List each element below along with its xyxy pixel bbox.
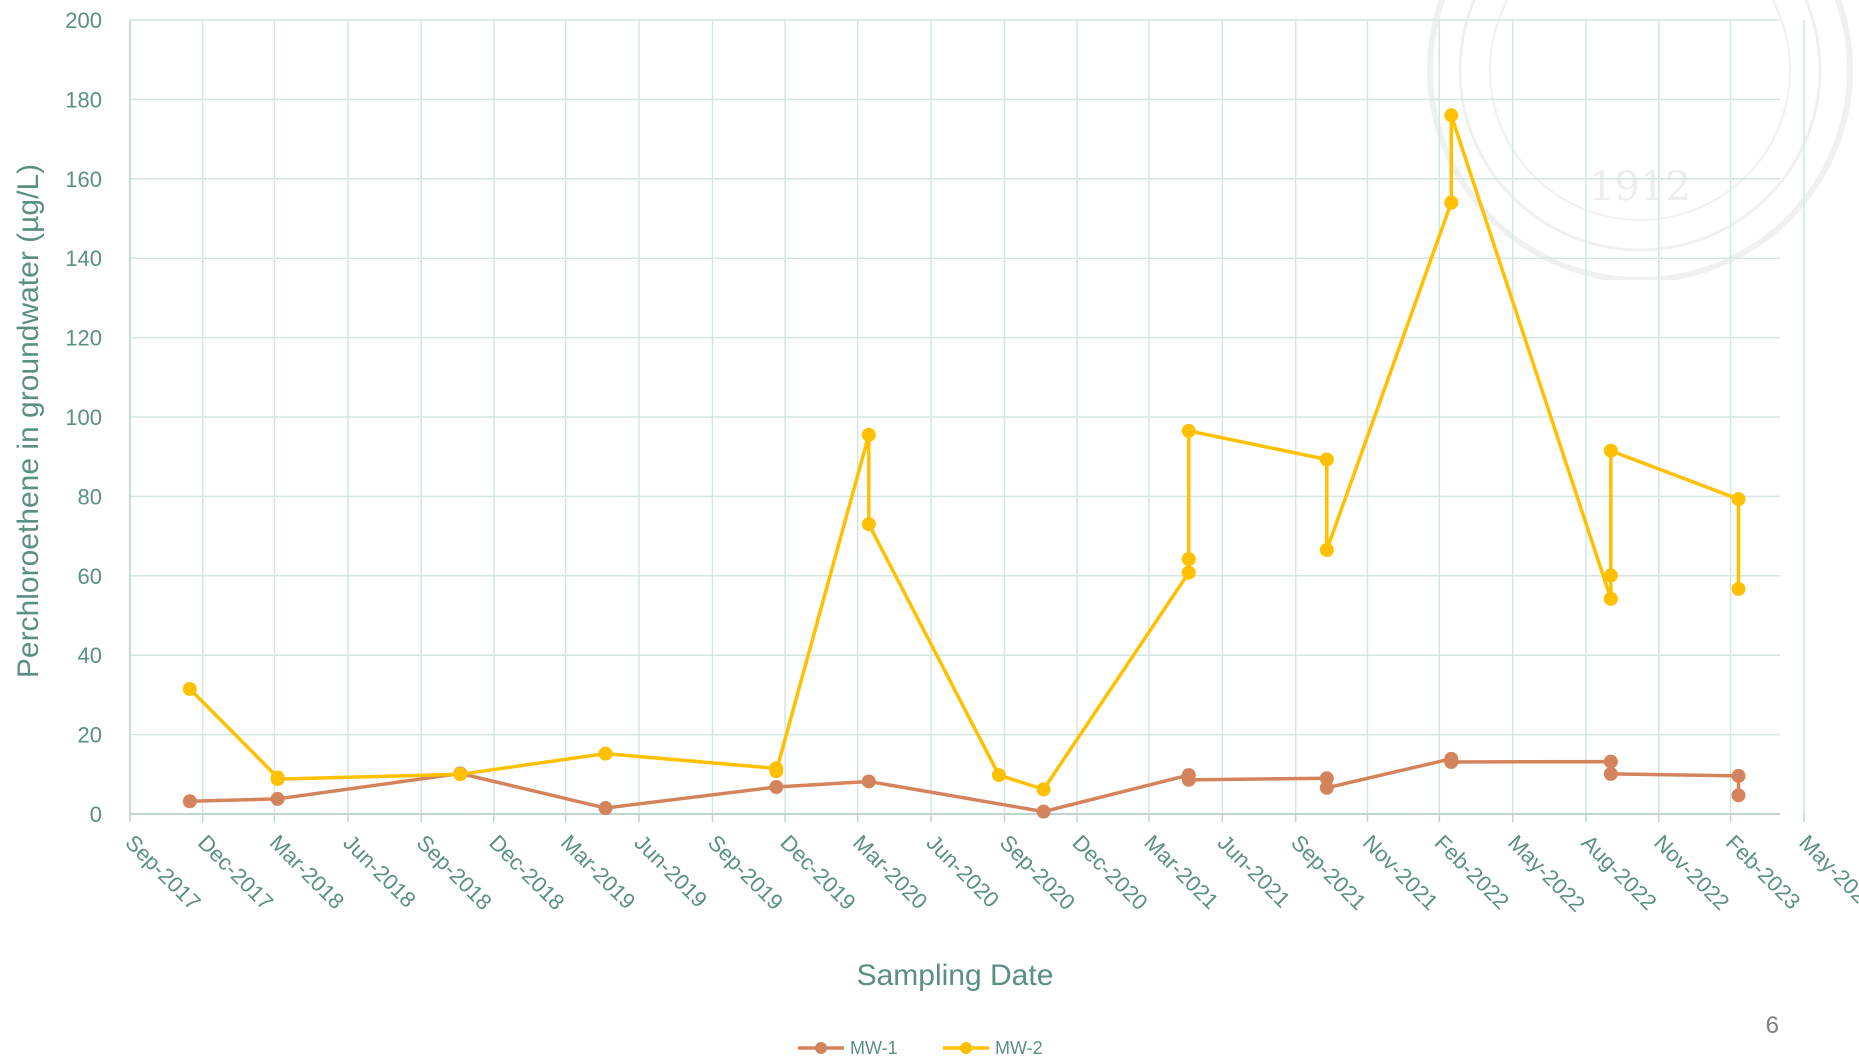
data-point — [861, 774, 876, 789]
y-tick-label: 80 — [78, 484, 102, 509]
x-tick-label: Dec-2020 — [1068, 830, 1153, 915]
data-point — [1731, 768, 1746, 783]
x-tick-label: Mar-2019 — [556, 830, 640, 914]
data-point — [1444, 195, 1459, 210]
data-point — [1181, 552, 1196, 567]
data-point — [1731, 581, 1746, 596]
data-point — [1036, 804, 1051, 819]
data-point — [182, 794, 197, 809]
x-tick-label: Dec-2017 — [193, 830, 278, 915]
legend-item: MW-1 — [798, 1038, 898, 1058]
data-point — [1603, 443, 1618, 458]
data-point — [1603, 591, 1618, 606]
data-point — [182, 681, 197, 696]
y-tick-label: 160 — [65, 167, 102, 192]
x-tick-label: Aug-2022 — [1577, 830, 1662, 915]
data-point — [598, 801, 613, 816]
x-tick-label: Mar-2018 — [265, 830, 349, 914]
y-tick-label: 100 — [65, 405, 102, 430]
page-number: 6 — [1765, 1012, 1779, 1039]
y-tick-label: 200 — [65, 8, 102, 33]
y-tick-label: 180 — [65, 87, 102, 112]
x-tick-label: Sep-2017 — [120, 830, 205, 915]
legend-label: MW-2 — [995, 1038, 1043, 1058]
legend-label: MW-1 — [850, 1038, 898, 1058]
y-tick-label: 120 — [65, 326, 102, 351]
data-point — [270, 772, 285, 787]
x-tick-label: May-2022 — [1503, 830, 1590, 917]
x-tick-label: Jun-2020 — [922, 830, 1005, 913]
data-point — [1444, 108, 1459, 123]
series-mw-1 — [182, 751, 1746, 819]
x-tick-label: Feb-2022 — [1430, 830, 1514, 914]
data-point — [270, 791, 285, 806]
legend: MW-1 MW-2 — [798, 1038, 1043, 1058]
x-tick-labels: Sep-2017Dec-2017Mar-2018Jun-2018Sep-2018… — [120, 830, 1859, 917]
data-point — [1444, 754, 1459, 769]
data-point — [1603, 568, 1618, 583]
series-layer — [182, 108, 1746, 819]
data-point — [861, 427, 876, 442]
data-point — [1181, 772, 1196, 787]
x-tick-label: May-2023 — [1794, 830, 1859, 917]
x-tick-label: Feb-2023 — [1721, 830, 1805, 914]
series-mw-2 — [182, 108, 1746, 797]
data-point — [1731, 492, 1746, 507]
seal-watermark: 1912 — [1427, 0, 1853, 280]
x-tick-label: Sep-2019 — [703, 830, 788, 915]
x-tick-label: Jun-2019 — [630, 830, 713, 913]
x-tick-label: Mar-2021 — [1139, 830, 1223, 914]
y-tick-label: 140 — [65, 246, 102, 271]
x-tick-label: Nov-2021 — [1358, 830, 1443, 915]
data-point — [991, 768, 1006, 783]
data-point — [1319, 542, 1334, 557]
data-point — [598, 746, 613, 761]
x-tick-label: Mar-2020 — [848, 830, 932, 914]
data-point — [1731, 788, 1746, 803]
data-point — [1319, 780, 1334, 795]
data-point — [1319, 452, 1334, 467]
y-tick-label: 20 — [78, 723, 102, 748]
data-point — [1603, 754, 1618, 769]
data-point — [453, 767, 468, 782]
data-point — [769, 764, 784, 779]
series-line — [188, 113, 1741, 792]
x-axis-title: Sampling Date — [857, 959, 1054, 992]
data-point — [1181, 423, 1196, 438]
x-tick-label: Jun-2021 — [1213, 830, 1296, 913]
x-tick-label: Jun-2018 — [338, 830, 421, 913]
x-tick-label: Sep-2018 — [412, 830, 497, 915]
y-tick-label: 40 — [78, 643, 102, 668]
data-point — [1036, 782, 1051, 797]
legend-marker — [960, 1042, 972, 1054]
data-point — [1181, 565, 1196, 580]
x-tick-label: Sep-2021 — [1286, 830, 1371, 915]
x-tick-label: Nov-2022 — [1649, 830, 1734, 915]
grid — [129, 19, 1805, 822]
data-point — [1603, 766, 1618, 781]
y-tick-label: 60 — [78, 564, 102, 589]
y-tick-labels: 0 20 40 60 80 100 120 140 160 180 200 — [65, 8, 102, 827]
y-axis-title: Perchloroethene in groundwater (µg/L) — [12, 164, 45, 678]
data-point — [769, 780, 784, 795]
svg-text:1912: 1912 — [1589, 164, 1691, 210]
y-tick-label: 0 — [90, 802, 102, 827]
x-tick-label: Sep-2020 — [995, 830, 1080, 915]
legend-item: MW-2 — [943, 1038, 1043, 1058]
data-point — [861, 517, 876, 532]
x-tick-label: Dec-2019 — [776, 830, 861, 915]
series-line — [189, 757, 1741, 814]
legend-marker — [815, 1042, 827, 1054]
x-tick-label: Dec-2018 — [484, 830, 569, 915]
